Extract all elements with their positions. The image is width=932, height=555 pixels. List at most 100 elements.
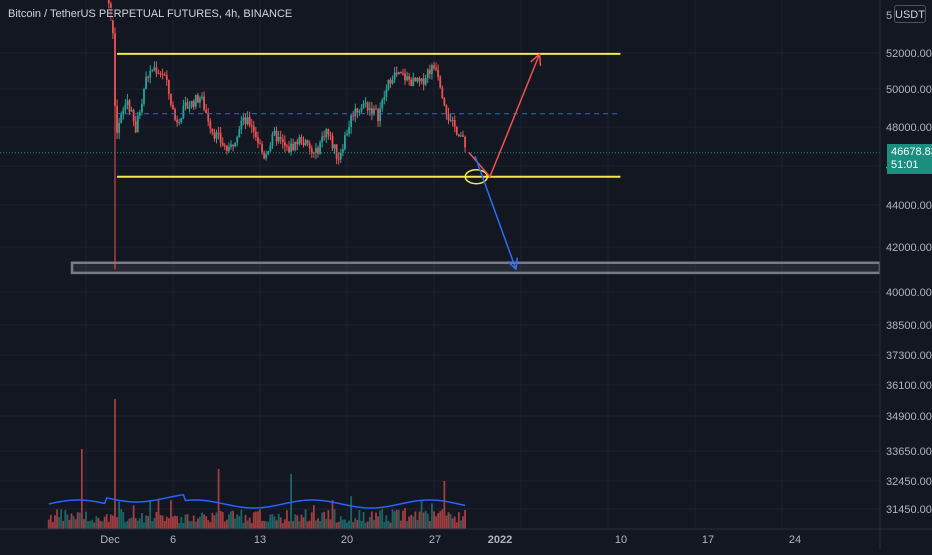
candle-body bbox=[323, 136, 326, 138]
candle-body bbox=[246, 117, 249, 125]
volume-bar bbox=[254, 511, 257, 529]
candle-body bbox=[377, 109, 379, 122]
time-tick-label: 10 bbox=[615, 534, 627, 546]
candle-body bbox=[315, 147, 317, 153]
volume-bar bbox=[360, 520, 363, 529]
candle-body bbox=[118, 122, 121, 133]
volume-bar bbox=[124, 522, 127, 529]
bullish-path-segment[interactable] bbox=[468, 151, 491, 178]
volume-bar bbox=[234, 518, 237, 529]
volume-bar bbox=[292, 521, 295, 529]
volume-bar bbox=[228, 514, 230, 529]
volume-bar bbox=[56, 509, 58, 529]
candle-body bbox=[155, 67, 158, 74]
currency-unit-badge[interactable]: USDT bbox=[894, 5, 926, 23]
candle-body bbox=[221, 142, 224, 146]
candle-body bbox=[286, 145, 288, 147]
volume-bar bbox=[232, 510, 234, 529]
volume-bar bbox=[416, 520, 419, 529]
candle-body bbox=[107, 0, 110, 4]
volume-bar bbox=[462, 516, 464, 529]
volume-bar bbox=[308, 520, 311, 529]
volume-bar bbox=[263, 520, 266, 529]
volume-bar bbox=[203, 514, 205, 529]
candle-body bbox=[219, 133, 222, 143]
volume-bar bbox=[242, 522, 245, 529]
price-tick-label: 38500.00 bbox=[886, 320, 932, 332]
candle-body bbox=[259, 143, 261, 145]
volume-bar bbox=[112, 515, 114, 529]
volume-bar bbox=[196, 518, 199, 529]
volume-bar bbox=[364, 522, 367, 529]
candle-body bbox=[344, 135, 346, 150]
volume-pane bbox=[47, 399, 466, 529]
candle-body bbox=[358, 111, 361, 113]
volume-bar bbox=[433, 511, 435, 529]
volume-bar bbox=[344, 519, 346, 529]
candle-body bbox=[424, 77, 427, 85]
volume-bar bbox=[261, 520, 263, 529]
candle-body bbox=[215, 132, 218, 139]
volume-bar bbox=[176, 516, 179, 529]
candle-body bbox=[375, 108, 377, 110]
candle-body bbox=[381, 99, 384, 109]
volume-bar bbox=[356, 519, 359, 529]
volume-bar bbox=[192, 515, 195, 529]
candle-body bbox=[228, 146, 230, 152]
time-tick-label: 2022 bbox=[488, 534, 512, 546]
candle-body bbox=[159, 73, 162, 75]
volume-bar bbox=[281, 522, 284, 529]
support-zone-rectangle[interactable] bbox=[70, 261, 882, 275]
volume-bar bbox=[257, 511, 259, 529]
candle-body bbox=[439, 76, 442, 88]
volume-bar bbox=[279, 517, 282, 529]
volume-bar bbox=[66, 514, 69, 529]
candle-body bbox=[331, 135, 334, 149]
candle-body bbox=[290, 143, 292, 153]
candle-body bbox=[201, 96, 203, 98]
candle-body bbox=[275, 130, 278, 142]
volume-bar bbox=[333, 509, 336, 529]
price-tick-label: 31450.00 bbox=[886, 504, 932, 516]
volume-bar bbox=[304, 509, 307, 529]
bullish-arrow[interactable] bbox=[489, 53, 542, 178]
volume-bar bbox=[145, 515, 147, 529]
candle-body bbox=[310, 148, 313, 153]
bearish-arrow[interactable] bbox=[474, 155, 519, 271]
candle-body bbox=[161, 73, 164, 75]
volume-bar bbox=[132, 505, 135, 529]
candle-body bbox=[163, 74, 166, 76]
volume-bar bbox=[453, 516, 456, 529]
volume-bar bbox=[348, 520, 350, 529]
candle-body bbox=[136, 115, 139, 133]
volume-bar bbox=[358, 510, 361, 529]
candle-body bbox=[453, 120, 456, 127]
volume-bar bbox=[170, 500, 172, 529]
candle-body bbox=[329, 134, 332, 136]
volume-bar bbox=[271, 514, 274, 529]
candle-body bbox=[418, 78, 421, 82]
candle-body bbox=[261, 144, 263, 153]
candle-body bbox=[124, 104, 127, 110]
drawings-layer[interactable] bbox=[70, 261, 882, 275]
volume-bar bbox=[383, 521, 386, 529]
volume-bar bbox=[455, 522, 458, 529]
volume-bar bbox=[221, 511, 224, 529]
volume-bar bbox=[151, 521, 154, 529]
volume-bar bbox=[138, 518, 141, 529]
overlay-layer[interactable] bbox=[0, 52, 880, 271]
breakdown-circle[interactable] bbox=[464, 168, 489, 185]
volume-bar bbox=[114, 399, 116, 529]
volume-bar bbox=[418, 511, 421, 529]
volume-bar bbox=[126, 520, 129, 529]
candle-body bbox=[366, 102, 369, 111]
volume-bar bbox=[225, 519, 228, 529]
candle-body bbox=[321, 136, 324, 143]
candle-body bbox=[431, 65, 433, 74]
volume-bar bbox=[128, 518, 131, 529]
volume-bar bbox=[174, 515, 176, 529]
candle-body bbox=[225, 145, 228, 152]
